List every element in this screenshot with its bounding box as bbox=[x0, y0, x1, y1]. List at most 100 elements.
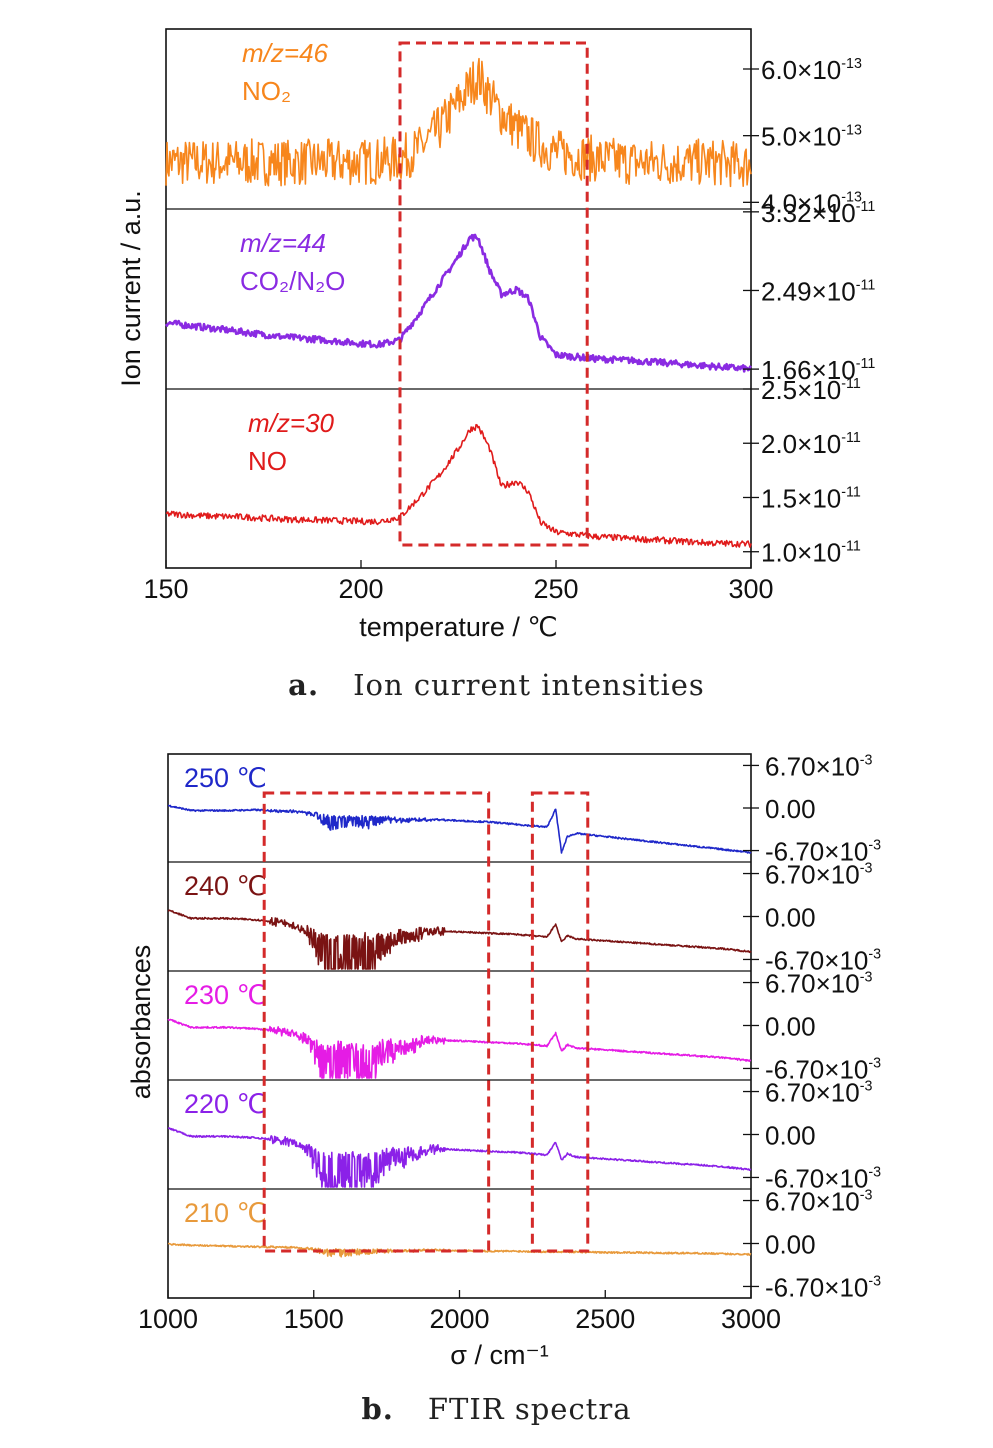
series-label-species-2: NO bbox=[248, 446, 287, 476]
x-tick-label: 2000 bbox=[429, 1304, 489, 1334]
y-tick-label-exponent: -3 bbox=[868, 838, 881, 854]
y-tick-label-mantissa: 6.70×10 bbox=[765, 751, 860, 781]
ion-current-chart: m/z=46NO₂6.0×10-135.0×10-134.0×10-13m/z=… bbox=[116, 28, 875, 642]
y-tick-label-mantissa: 3.32×10 bbox=[761, 198, 856, 228]
y-tick-label: 6.0×10-13 bbox=[761, 55, 862, 85]
panel-b-caption-text: FTIR spectra bbox=[427, 1392, 632, 1426]
panel-a-caption: a. Ion current intensities bbox=[0, 668, 993, 702]
y-tick-label-mantissa: 2.5×10 bbox=[761, 375, 841, 405]
y-tick-label-exponent: -3 bbox=[860, 752, 873, 768]
y-axis-label: absorbances bbox=[126, 945, 156, 1100]
y-tick-label-exponent: -11 bbox=[841, 539, 861, 555]
y-tick-label-exponent: -3 bbox=[868, 1273, 881, 1289]
spectrum-label-3: 220 ℃ bbox=[184, 1089, 267, 1119]
x-tick-label: 1000 bbox=[138, 1304, 198, 1334]
panel-a-caption-text: Ion current intensities bbox=[353, 668, 705, 702]
series-label-main-0: m/z=46 bbox=[242, 38, 329, 68]
y-tick-label-mantissa: 6.70×10 bbox=[765, 860, 860, 890]
y-tick-label: -6.70×10-3 bbox=[765, 945, 881, 975]
spectrum-label-4: 210 ℃ bbox=[184, 1198, 267, 1228]
spectrum-line-0 bbox=[167, 804, 752, 854]
y-tick-label: -6.70×10-3 bbox=[765, 837, 881, 867]
y-tick-label: 3.32×10-11 bbox=[761, 198, 875, 228]
y-tick-label-exponent: -11 bbox=[856, 199, 876, 215]
y-tick-label: 0.00 bbox=[765, 903, 816, 933]
spectrum-line-3 bbox=[167, 1127, 752, 1188]
y-tick-label-mantissa: 1.66×10 bbox=[761, 355, 856, 385]
y-tick-label: -6.70×10-3 bbox=[765, 1163, 881, 1193]
y-tick-label: 2.49×10-11 bbox=[761, 276, 875, 306]
y-tick-label-exponent: -3 bbox=[868, 946, 881, 962]
y-tick-label: 0.00 bbox=[765, 1121, 816, 1151]
y-tick-label: 6.70×10-3 bbox=[765, 1187, 872, 1217]
y-tick-label-mantissa: 0.00 bbox=[765, 903, 816, 933]
y-tick-label: 0.00 bbox=[765, 794, 816, 824]
y-tick-label-exponent: -11 bbox=[841, 376, 861, 392]
y-tick-label-exponent: -3 bbox=[860, 1188, 873, 1204]
y-tick-label-mantissa: 0.00 bbox=[765, 794, 816, 824]
y-tick-label-mantissa: 1.0×10 bbox=[761, 538, 841, 568]
y-tick-label-mantissa: 6.0×10 bbox=[761, 55, 841, 85]
plot-frame bbox=[165, 28, 752, 569]
panel-b-letter: b. bbox=[361, 1392, 394, 1426]
y-tick-label-mantissa: 6.70×10 bbox=[765, 1187, 860, 1217]
y-tick-label: 0.00 bbox=[765, 1230, 816, 1260]
series-label-main-2: m/z=30 bbox=[248, 408, 335, 438]
y-tick-label-mantissa: -6.70×10 bbox=[765, 1054, 868, 1084]
x-axis-label: temperature / ℃ bbox=[359, 612, 557, 642]
y-tick-label-exponent: -3 bbox=[868, 1164, 881, 1180]
y-tick-label-mantissa: -6.70×10 bbox=[765, 945, 868, 975]
spectrum-line-2 bbox=[167, 1018, 752, 1079]
x-tick-label: 250 bbox=[533, 574, 578, 604]
y-tick-label: 2.5×10-11 bbox=[761, 375, 861, 405]
y-tick-label: 6.70×10-3 bbox=[765, 751, 872, 781]
x-tick-label: 300 bbox=[728, 574, 773, 604]
y-tick-label: 1.66×10-11 bbox=[761, 355, 875, 385]
y-tick-label: 0.00 bbox=[765, 1012, 816, 1042]
y-tick-label: 1.0×10-11 bbox=[761, 538, 861, 568]
y-tick-label-mantissa: 2.0×10 bbox=[761, 429, 841, 459]
panel-a-letter: a. bbox=[288, 668, 320, 702]
y-tick-label-mantissa: 6.70×10 bbox=[765, 1078, 860, 1108]
y-tick-label-mantissa: 4.0×10 bbox=[761, 188, 841, 218]
y-tick-label-mantissa: -6.70×10 bbox=[765, 1272, 868, 1302]
y-tick-label-mantissa: -6.70×10 bbox=[765, 837, 868, 867]
y-tick-label: 6.70×10-3 bbox=[765, 969, 872, 999]
spectrum-label-2: 230 ℃ bbox=[184, 980, 267, 1010]
y-tick-label: 5.0×10-13 bbox=[761, 122, 862, 152]
x-tick-label: 200 bbox=[338, 574, 383, 604]
highlight-box bbox=[398, 41, 589, 547]
y-tick-label: 4.0×10-13 bbox=[761, 188, 862, 218]
y-tick-label: 2.0×10-11 bbox=[761, 429, 861, 459]
series-line-1 bbox=[164, 233, 752, 373]
y-tick-label-exponent: -3 bbox=[860, 970, 873, 986]
series-label-species-0: NO₂ bbox=[242, 76, 291, 106]
y-tick-label-exponent: -13 bbox=[841, 56, 862, 72]
x-tick-label: 2500 bbox=[575, 1304, 635, 1334]
y-tick-label-exponent: -11 bbox=[856, 277, 876, 293]
series-line-2 bbox=[165, 423, 752, 548]
y-tick-label-mantissa: 0.00 bbox=[765, 1012, 816, 1042]
y-tick-label-exponent: -11 bbox=[841, 484, 861, 500]
y-tick-label-exponent: -13 bbox=[841, 123, 862, 139]
y-tick-label-mantissa: 1.5×10 bbox=[761, 483, 841, 513]
y-tick-label: -6.70×10-3 bbox=[765, 1054, 881, 1084]
y-tick-label-mantissa: 0.00 bbox=[765, 1230, 816, 1260]
y-tick-label-mantissa: 0.00 bbox=[765, 1121, 816, 1151]
y-tick-label-exponent: -3 bbox=[860, 861, 873, 877]
y-tick-label: 1.5×10-11 bbox=[761, 483, 861, 513]
x-axis-label: σ / cm⁻¹ bbox=[450, 1340, 548, 1370]
spectrum-label-0: 250 ℃ bbox=[184, 763, 267, 793]
y-tick-label-exponent: -3 bbox=[868, 1055, 881, 1071]
x-tick-label: 1500 bbox=[284, 1304, 344, 1334]
spectrum-line-1 bbox=[167, 909, 752, 970]
y-tick-label: 6.70×10-3 bbox=[765, 1078, 872, 1108]
y-tick-label: 6.70×10-3 bbox=[765, 860, 872, 890]
series-label-main-1: m/z=44 bbox=[240, 228, 326, 258]
y-axis-label: Ion current / a.u. bbox=[116, 190, 146, 387]
y-tick-label-exponent: -3 bbox=[860, 1079, 873, 1095]
y-tick-label-mantissa: 6.70×10 bbox=[765, 969, 860, 999]
panel-b-caption: b. FTIR spectra bbox=[0, 1392, 993, 1426]
